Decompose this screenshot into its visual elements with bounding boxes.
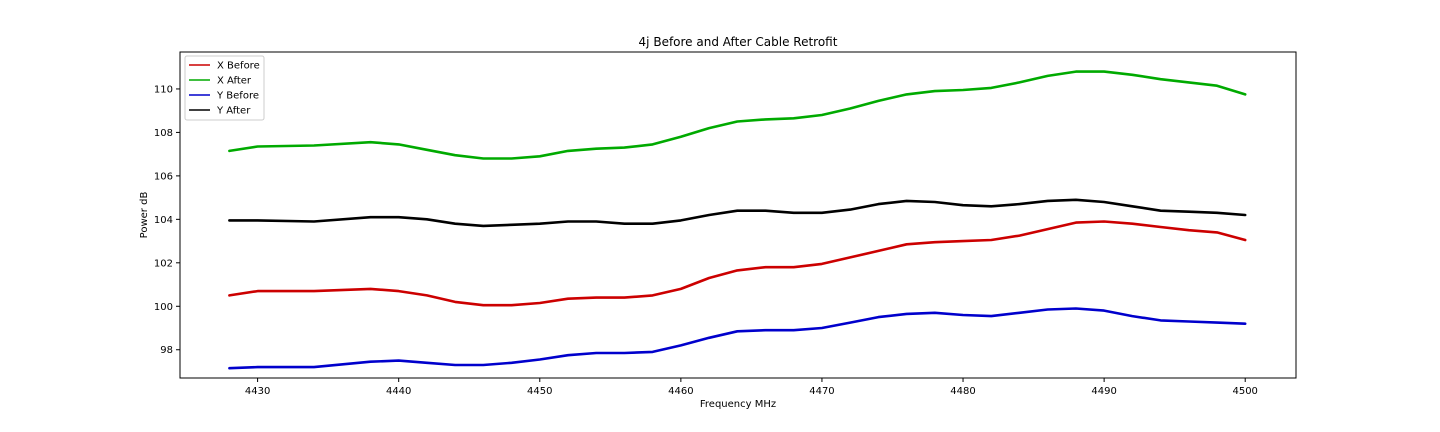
y-axis: 98 100 102 104 106 108 110: [154, 84, 180, 356]
series-line-x-before: [228, 220, 1247, 307]
x-axis-label: Frequency MHz: [700, 399, 776, 410]
x-tick-label: 4440: [386, 386, 411, 397]
x-tick-label: 4460: [668, 386, 693, 397]
y-tick-label: 102: [154, 258, 173, 269]
x-tick-label: 4500: [1232, 386, 1257, 397]
y-tick-label: 110: [154, 84, 173, 95]
x-tick-label: 4430: [245, 386, 270, 397]
legend-label: X After: [217, 76, 252, 87]
series-layer: [228, 70, 1247, 370]
y-tick-label: 106: [154, 171, 173, 182]
legend: X Before X After Y Before Y After: [184, 55, 265, 121]
y-tick-label: 98: [160, 345, 173, 356]
y-tick-label: 108: [154, 128, 173, 139]
series-line-y-before: [228, 307, 1247, 370]
chart-title: 4j Before and After Cable Retrofit: [639, 35, 838, 49]
y-tick-label: 100: [154, 302, 173, 313]
legend-label: Y Before: [216, 91, 259, 102]
x-tick-label: 4470: [809, 386, 834, 397]
legend-frame: [184, 55, 265, 121]
y-axis-label: Power dB: [139, 192, 150, 239]
x-tick-label: 4450: [527, 386, 552, 397]
series-line-y-after: [228, 198, 1247, 228]
plot-frame: [179, 51, 1297, 379]
legend-label: Y After: [216, 106, 251, 117]
y-tick-label: 104: [154, 215, 173, 226]
legend-label: X Before: [217, 61, 260, 72]
series-line-x-after: [228, 70, 1247, 160]
x-tick-label: 4490: [1091, 386, 1116, 397]
x-axis: 4430 4440 4450 4460 4470 4480 4490 4500: [245, 378, 1258, 397]
x-tick-label: 4480: [950, 386, 975, 397]
